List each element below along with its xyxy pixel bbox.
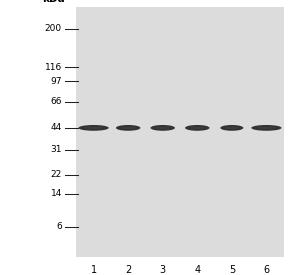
Ellipse shape	[155, 127, 171, 129]
Ellipse shape	[220, 125, 243, 131]
Text: 31: 31	[50, 145, 62, 154]
Text: 6: 6	[56, 222, 62, 231]
Text: 5: 5	[229, 265, 235, 275]
Ellipse shape	[189, 127, 205, 129]
Text: 97: 97	[50, 77, 62, 86]
Text: 200: 200	[45, 24, 62, 33]
Text: 22: 22	[51, 170, 62, 179]
Text: 6: 6	[263, 265, 270, 275]
Text: 3: 3	[160, 265, 166, 275]
Text: 1: 1	[90, 265, 97, 275]
Ellipse shape	[251, 125, 281, 131]
Ellipse shape	[224, 127, 239, 129]
Ellipse shape	[257, 127, 276, 129]
Text: 44: 44	[51, 123, 62, 132]
Ellipse shape	[116, 125, 141, 131]
Ellipse shape	[150, 125, 175, 131]
Text: 66: 66	[50, 97, 62, 106]
Ellipse shape	[78, 125, 109, 131]
Ellipse shape	[185, 125, 210, 131]
Text: 14: 14	[51, 189, 62, 198]
Ellipse shape	[120, 127, 136, 129]
Ellipse shape	[84, 127, 103, 129]
Text: kDa: kDa	[42, 0, 65, 4]
Text: 4: 4	[194, 265, 200, 275]
Bar	[76, 7, 284, 257]
Text: 116: 116	[45, 63, 62, 72]
Text: 2: 2	[125, 265, 131, 275]
